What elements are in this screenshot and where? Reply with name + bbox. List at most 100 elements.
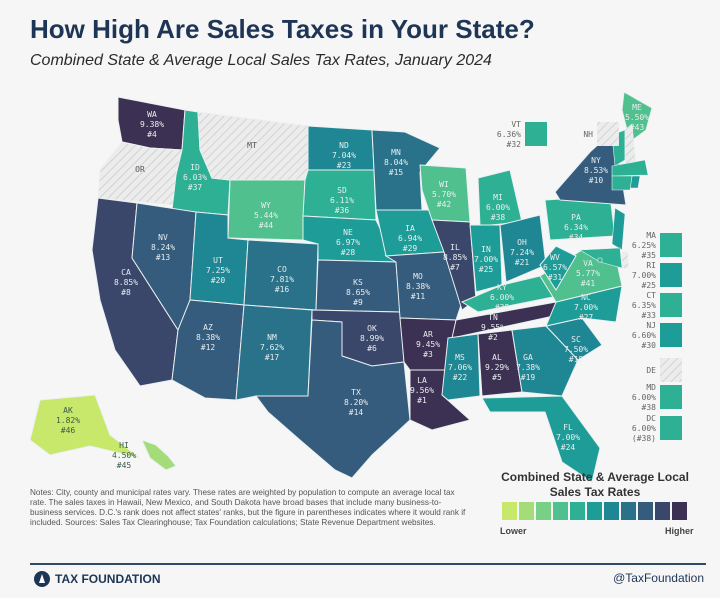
swatch-ma[interactable] bbox=[660, 233, 682, 257]
state-label-abbr: AR bbox=[423, 330, 433, 339]
swatch-nh[interactable] bbox=[597, 122, 619, 146]
state-label-rank: #20 bbox=[211, 276, 226, 285]
brand-name: TAX FOUNDATION bbox=[55, 572, 161, 586]
state-label-rank: #29 bbox=[403, 244, 418, 253]
swatch-md[interactable] bbox=[660, 385, 682, 409]
state-label-abbr: AK bbox=[63, 406, 73, 415]
state-label-rank: #46 bbox=[61, 426, 76, 435]
swatch-ri[interactable] bbox=[660, 263, 682, 287]
state-label-rate: 9.38% bbox=[140, 120, 164, 129]
state-label-rate: 7.00% bbox=[474, 255, 498, 264]
state-label-abbr: NV bbox=[158, 233, 168, 242]
state-va[interactable] bbox=[539, 249, 623, 303]
swatch-nj[interactable] bbox=[660, 323, 682, 347]
state-label-rank: #6 bbox=[367, 344, 377, 353]
swatch-de[interactable] bbox=[660, 358, 682, 382]
state-label-abbr: TX bbox=[351, 388, 361, 397]
state-label-abbr: WA bbox=[147, 110, 157, 119]
state-label-rate: 8.99% bbox=[360, 334, 384, 343]
state-label-rate: 7.25% bbox=[206, 266, 230, 275]
logo-icon bbox=[34, 571, 50, 587]
state-label-rank: #42 bbox=[437, 200, 452, 209]
state-label-rate: 8.38% bbox=[406, 282, 430, 291]
state-label-abbr: KY bbox=[497, 283, 507, 292]
swatch-label: MA bbox=[646, 231, 656, 240]
swatch-label: #30 bbox=[642, 341, 657, 350]
state-label-rate: 1.82% bbox=[56, 416, 80, 425]
state-de[interactable] bbox=[621, 251, 629, 269]
state-label-abbr: HI bbox=[119, 441, 129, 450]
twitter-handle[interactable]: @TaxFoundation bbox=[613, 571, 704, 585]
swatch-label: 7.00% bbox=[632, 271, 656, 280]
legend-swatch bbox=[570, 502, 585, 520]
swatch-label: DC bbox=[646, 414, 656, 423]
swatch-label: 6.35% bbox=[632, 301, 656, 310]
state-label-abbr: NY bbox=[591, 156, 601, 165]
state-label-rank: #45 bbox=[117, 461, 132, 470]
state-label-rate: 7.06% bbox=[448, 363, 472, 372]
state-label-rank: #36 bbox=[335, 206, 350, 215]
state-hi[interactable] bbox=[141, 439, 177, 471]
state-label-abbr: FL bbox=[563, 423, 573, 432]
state-dc[interactable] bbox=[597, 257, 603, 263]
swatch-vt[interactable] bbox=[525, 122, 547, 146]
state-wy[interactable] bbox=[227, 179, 306, 241]
state-label-rate: 5.50% bbox=[625, 113, 649, 122]
state-label-rate: 5.44% bbox=[254, 211, 278, 220]
state-label-rate: 8.53% bbox=[584, 166, 608, 175]
state-label-abbr: WY bbox=[261, 201, 271, 210]
swatch-label: #35 bbox=[642, 251, 657, 260]
state-label-rank: #11 bbox=[411, 292, 426, 301]
state-label-rank: #21 bbox=[515, 258, 530, 267]
state-label-abbr: KS bbox=[353, 278, 363, 287]
state-label-rank: #44 bbox=[259, 221, 274, 230]
state-label-abbr: WV bbox=[550, 253, 560, 262]
state-ma[interactable] bbox=[611, 159, 649, 177]
state-label-abbr: MT bbox=[247, 141, 257, 150]
state-label-rank: #16 bbox=[275, 285, 290, 294]
swatch-dc[interactable] bbox=[660, 416, 682, 440]
state-wv[interactable] bbox=[539, 245, 577, 291]
state-nj[interactable] bbox=[611, 207, 626, 251]
state-label-rank: #23 bbox=[337, 161, 352, 170]
swatch-label: 6.60% bbox=[632, 331, 656, 340]
state-fl[interactable] bbox=[481, 395, 601, 483]
state-label-rank: #19 bbox=[521, 373, 536, 382]
legend-swatch bbox=[638, 502, 653, 520]
state-label-rank: #12 bbox=[201, 343, 216, 352]
swatch-label: 6.00% bbox=[632, 393, 656, 402]
state-tx[interactable] bbox=[255, 319, 411, 479]
state-label-rank: #1 bbox=[417, 396, 427, 405]
state-label-abbr: LA bbox=[417, 376, 427, 385]
state-label-rank: #24 bbox=[561, 443, 576, 452]
state-label-rate: 7.00% bbox=[574, 303, 598, 312]
state-label-rank: #38 bbox=[491, 213, 506, 222]
state-label-rank: #27 bbox=[579, 313, 594, 322]
state-label-abbr: WI bbox=[439, 180, 449, 189]
state-label-rank: #22 bbox=[453, 373, 468, 382]
state-label-rate: 9.55% bbox=[481, 323, 505, 332]
state-label-abbr: NC bbox=[581, 293, 591, 302]
legend-swatch bbox=[519, 502, 534, 520]
state-label-rate: 6.03% bbox=[183, 173, 207, 182]
legend-swatch bbox=[502, 502, 517, 520]
swatch-label: 6.00% bbox=[632, 424, 656, 433]
state-ak[interactable] bbox=[29, 394, 141, 459]
legend-swatch bbox=[536, 502, 551, 520]
state-ms[interactable] bbox=[441, 333, 481, 401]
swatch-label: #25 bbox=[642, 281, 657, 290]
swatch-label: MD bbox=[646, 383, 656, 392]
state-label-rate: 7.24% bbox=[510, 248, 534, 257]
state-label-rank: #37 bbox=[188, 183, 203, 192]
swatch-ct[interactable] bbox=[660, 293, 682, 317]
state-label-rank: #13 bbox=[156, 253, 171, 262]
state-label-rate: 6.34% bbox=[564, 223, 588, 232]
state-label-rate: 6.00% bbox=[486, 203, 510, 212]
state-label-rate: 8.85% bbox=[443, 253, 467, 262]
state-label-rate: 7.81% bbox=[270, 275, 294, 284]
state-ct[interactable] bbox=[611, 175, 633, 191]
state-ga[interactable] bbox=[511, 325, 579, 397]
legend-swatch bbox=[553, 502, 568, 520]
state-label-rate: 8.04% bbox=[384, 158, 408, 167]
